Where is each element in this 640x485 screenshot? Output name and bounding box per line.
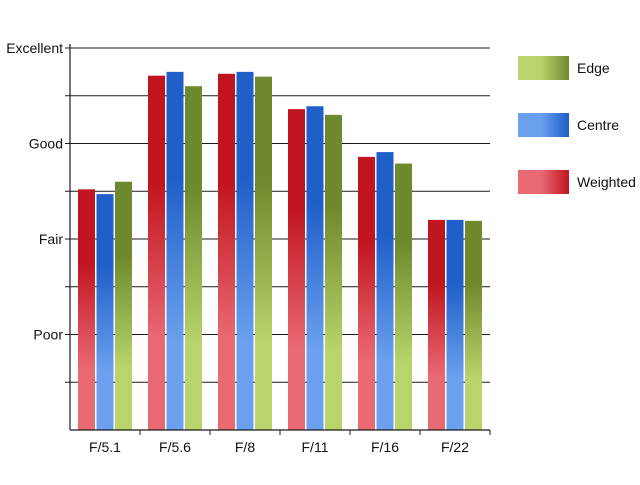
gridlines — [70, 47, 490, 383]
axes — [65, 44, 491, 435]
legend-swatch-edge — [518, 56, 569, 80]
bar-centre-f-11 — [306, 106, 324, 430]
y-tick-label-poor: Poor — [33, 327, 63, 343]
bar-centre-f-8 — [236, 71, 254, 430]
legend-item-centre: Centre — [518, 113, 619, 137]
bars — [78, 71, 482, 431]
tick-labels: F/5.1 F/5.6 F/8 F/11 F/16 F/22 Excellent Good Fa… — [6, 40, 469, 455]
legend-item-weighted: Weighted — [518, 170, 636, 194]
bar-edge-f-8 — [255, 76, 272, 431]
x-tick-label: F/16 — [371, 439, 399, 455]
x-tick-label: F/5.6 — [159, 439, 191, 455]
bar-weighted-f-11 — [288, 109, 305, 431]
legend-label-edge: Edge — [577, 60, 610, 76]
y-tick-label-excellent: Excellent — [6, 40, 63, 56]
legend-item-edge: Edge — [518, 56, 610, 80]
bar-edge-f-5-6 — [185, 86, 202, 430]
x-tick-label: F/11 — [302, 439, 329, 455]
bar-weighted-f-16 — [358, 156, 375, 430]
bar-weighted-f-5-1 — [78, 189, 95, 430]
bar-edge-f-5-1 — [115, 181, 132, 430]
bar-weighted-f-8 — [218, 73, 235, 430]
bar-centre-f-5-6 — [166, 71, 184, 430]
y-tick-label-fair: Fair — [39, 231, 63, 247]
x-tick-label: F/8 — [235, 439, 255, 455]
legend-swatch-weighted — [518, 170, 569, 194]
bar-weighted-f-22 — [428, 219, 445, 430]
legend: Edge Centre Weighted — [518, 56, 636, 194]
legend-swatch-centre — [518, 113, 569, 137]
bar-edge-f-22 — [465, 220, 482, 430]
bar-weighted-f-5-6 — [148, 75, 165, 430]
x-tick-label: F/5.1 — [89, 439, 121, 455]
bar-edge-f-16 — [395, 163, 412, 430]
y-tick-label-good: Good — [29, 136, 63, 152]
legend-label-weighted: Weighted — [577, 174, 636, 190]
bar-centre-f-16 — [376, 152, 394, 430]
x-tick-label: F/22 — [441, 439, 469, 455]
bar-edge-f-11 — [325, 114, 342, 430]
bar-centre-f-22 — [446, 219, 464, 430]
bar-centre-f-5-1 — [96, 194, 114, 430]
legend-label-centre: Centre — [577, 117, 619, 133]
